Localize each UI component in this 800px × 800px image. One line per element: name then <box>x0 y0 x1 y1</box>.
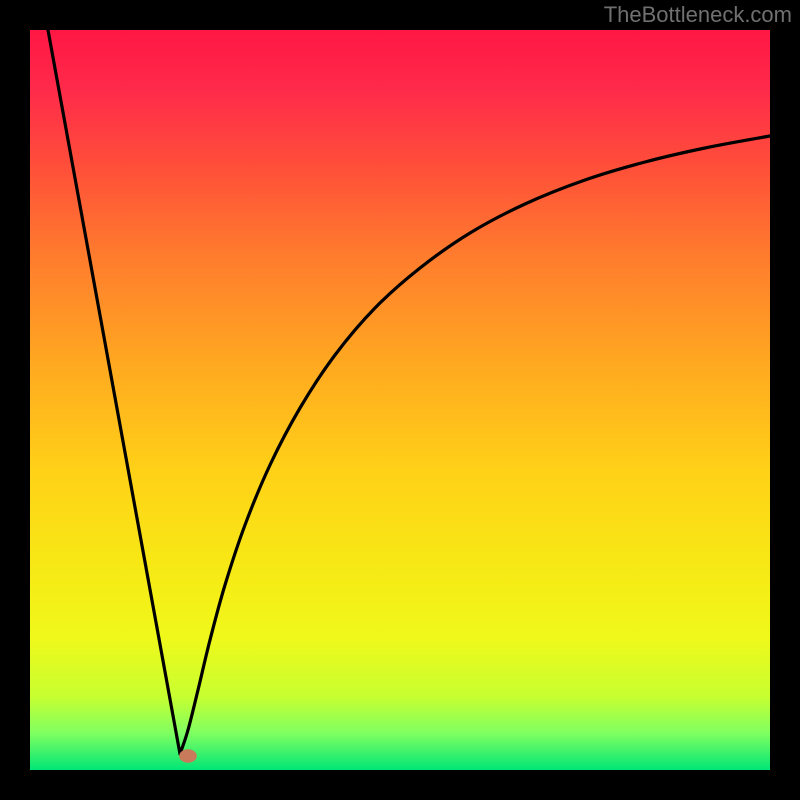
plot-area <box>30 30 770 770</box>
chart-container: TheBottleneck.com <box>0 0 800 800</box>
plot-svg <box>30 30 770 770</box>
watermark-text: TheBottleneck.com <box>604 2 792 28</box>
gradient-background <box>30 30 770 770</box>
minimum-marker <box>179 749 197 763</box>
